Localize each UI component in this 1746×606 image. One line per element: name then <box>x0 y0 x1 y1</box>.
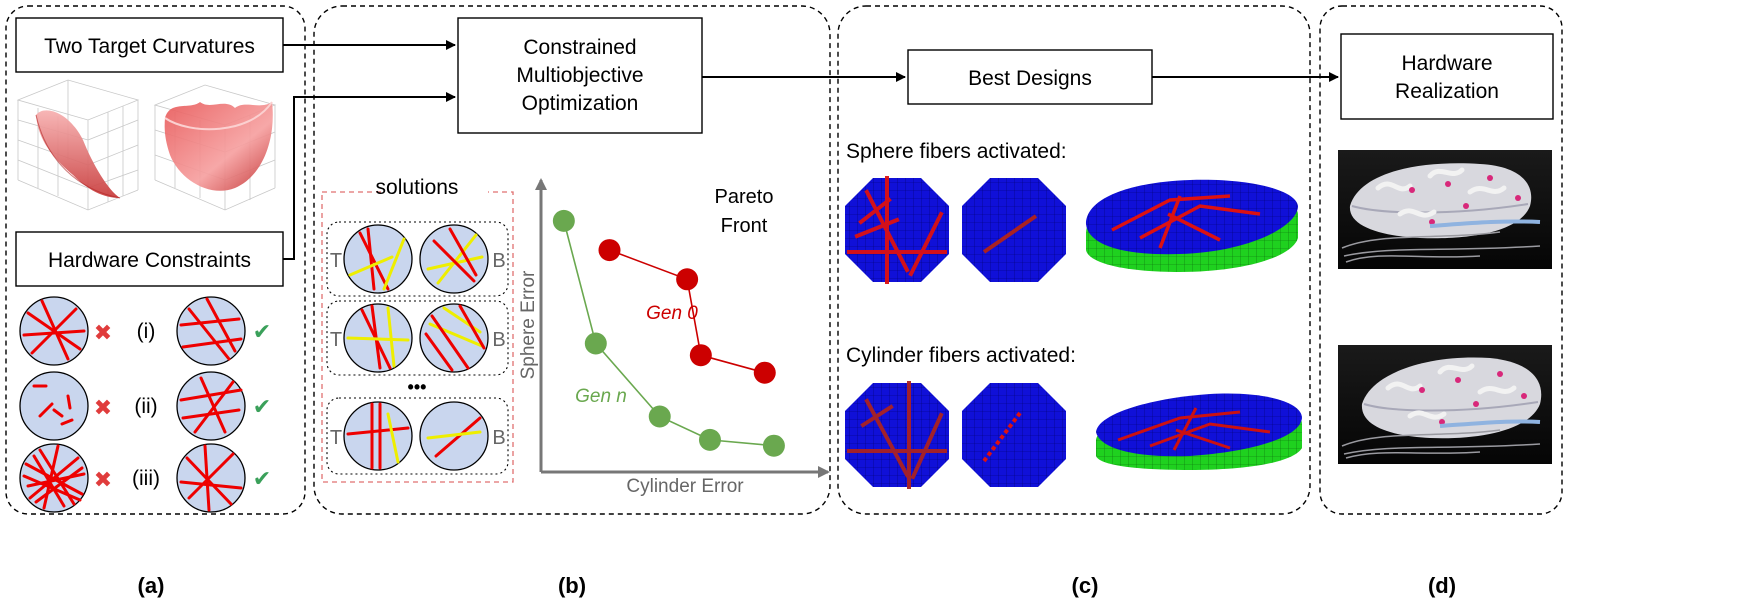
bad-disc-iii <box>19 443 89 513</box>
genn-point-0 <box>552 209 575 232</box>
target-curvatures-box <box>15 17 284 73</box>
roman-label-ii: (ii) <box>134 395 157 418</box>
gen0-point-1 <box>676 268 699 291</box>
good-disc-iii <box>176 443 246 513</box>
solution-row: T B <box>326 397 509 475</box>
optimization-box <box>457 17 703 134</box>
roman-label-iii: (iii) <box>132 467 160 490</box>
bad-disc-i <box>19 296 89 366</box>
solutions-title: solutions <box>376 176 459 199</box>
panel-d-label: (d) <box>1428 573 1456 598</box>
top-layer-letter: T <box>330 250 342 272</box>
check-mark-icon: ✔ <box>253 319 271 344</box>
best-designs-label: Best Designs <box>968 67 1092 90</box>
cylinder-caption: Cylinder fibers activated: <box>846 344 1076 367</box>
y-axis-label: Sphere Error <box>518 270 539 379</box>
cross-mark-icon: ✖ <box>94 395 112 420</box>
cross-mark-icon: ✖ <box>94 467 112 492</box>
gen0-point-0 <box>598 239 621 262</box>
bad-disc-ii <box>19 371 89 441</box>
cylinder-voxel-disc-bottom <box>962 383 1066 487</box>
pareto-plot: Pareto Front Cylinder Error Sphere Error… <box>518 178 830 497</box>
sphere-voxel-disc-top <box>845 176 949 284</box>
panel-c-label: (c) <box>1072 573 1099 598</box>
genn-point-4 <box>762 434 785 457</box>
hardware-constraints-label: Hardware Constraints <box>48 249 251 272</box>
solutions-frame <box>321 191 514 483</box>
panel-b: Constrained Multiobjective Optimization … <box>313 5 831 515</box>
panel-a-frame <box>5 5 306 515</box>
panel-b-label: (b) <box>558 573 586 598</box>
constraint-row-iii: ✖ (iii) ✔ <box>19 443 271 513</box>
panel-a-label: (a) <box>138 573 165 598</box>
panel-d: Hardware Realization <box>1319 5 1563 515</box>
optimization-line-3: Optimization <box>522 92 639 115</box>
gen0-point-2 <box>689 344 712 367</box>
solution-row: T <box>326 221 509 297</box>
panel-b-frame <box>313 5 831 515</box>
sphere-voxel-disc-bottom <box>962 178 1066 282</box>
panel-c-frame <box>837 5 1311 515</box>
pareto-title-line-1: Pareto <box>715 186 774 208</box>
arrow-constraints-to-optimizer <box>283 92 456 260</box>
constraint-row-i: ✖ (i) ✔ <box>19 296 271 366</box>
check-mark-icon: ✔ <box>253 466 271 491</box>
optimization-line-2: Multiobjective <box>516 64 643 87</box>
flow-arrows <box>283 40 1339 260</box>
genn-point-2 <box>648 405 671 428</box>
ellipsis: ••• <box>408 377 427 397</box>
panel-d-frame <box>1319 5 1563 515</box>
top-layer-letter: T <box>330 427 342 449</box>
sphere-caption: Sphere fibers activated: <box>846 140 1067 163</box>
gen0-point-3 <box>753 361 776 384</box>
hardware-photo-sphere <box>1338 150 1552 269</box>
top-layer-letter: T <box>330 329 342 351</box>
target-curvatures-label: Two Target Curvatures <box>44 35 255 58</box>
cylinder-surface-plot <box>16 79 140 211</box>
hardware-line-1: Hardware <box>1401 52 1492 75</box>
bottom-layer-letter: B <box>492 329 505 351</box>
genn-label: Gen n <box>575 386 627 407</box>
genn-point-1 <box>584 332 607 355</box>
gen0-series-line <box>609 249 765 374</box>
good-disc-ii <box>176 371 246 441</box>
cylinder-voxel-3d <box>1096 393 1302 470</box>
cylinder-voxel-disc-top <box>845 381 949 489</box>
gen0-label: Gen 0 <box>646 303 698 324</box>
cross-mark-icon: ✖ <box>94 320 112 345</box>
solution-row: T <box>326 300 509 376</box>
check-mark-icon: ✔ <box>253 394 271 419</box>
genn-point-3 <box>698 428 721 451</box>
optimization-line-1: Constrained <box>523 36 636 59</box>
hardware-constraints-box <box>15 231 284 287</box>
bottom-layer-letter: B <box>492 250 505 272</box>
x-axis-label: Cylinder Error <box>626 476 744 497</box>
bottom-layer-letter: B <box>492 427 505 449</box>
sphere-surface-plot <box>153 84 277 211</box>
hardware-line-2: Realization <box>1395 80 1499 103</box>
panel-c: Best Designs Sphere fibers activated: <box>837 5 1311 515</box>
good-disc-i <box>176 296 246 366</box>
panel-a: Two Target Curvatures <box>5 5 306 515</box>
solutions-panel: solutions T <box>321 176 514 483</box>
hardware-photo-cylinder <box>1338 345 1552 464</box>
constraint-row-ii: ✖ (ii) ✔ <box>19 371 271 441</box>
sphere-voxel-3d <box>1086 179 1298 272</box>
pareto-title-line-2: Front <box>721 215 768 237</box>
hardware-realization-box <box>1340 33 1554 120</box>
roman-label-i: (i) <box>137 320 156 343</box>
